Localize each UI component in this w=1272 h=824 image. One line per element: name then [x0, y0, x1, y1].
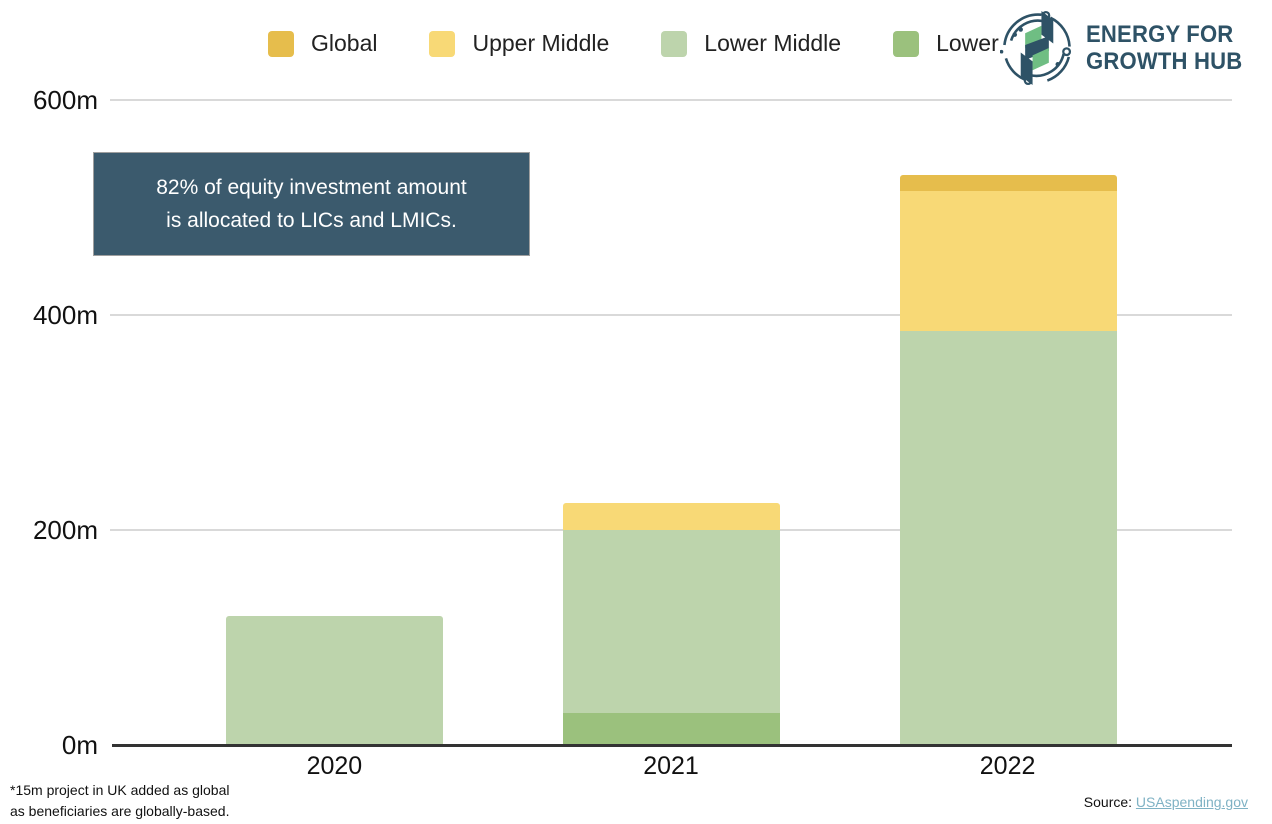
bar-2020	[226, 616, 444, 745]
legend-item-global: Global	[268, 30, 377, 57]
x-tick-label-2020: 2020	[306, 752, 363, 780]
legend-label-global: Global	[311, 30, 378, 56]
y-tick-label-200m: 200m	[32, 515, 98, 545]
footnote-line-1: *15m project in UK added as global	[10, 782, 230, 798]
bar-segment-2021-upper-middle	[563, 503, 780, 530]
x-tick-label-2022: 2022	[979, 752, 1036, 780]
bar-segment-2022-upper-middle	[899, 191, 1117, 332]
bar-segment-2020-lower-middle	[226, 616, 444, 745]
logo-line-2: GROWTH HUB	[1086, 48, 1243, 75]
plot-area	[110, 99, 1232, 745]
y-tick-label-0m: 0m	[61, 730, 98, 760]
footnote-line-2: as beneficiaries are globally-based.	[10, 803, 230, 819]
logo-mark-icon	[1000, 11, 1072, 85]
source-link[interactable]: USAspending.gov	[1135, 794, 1248, 810]
legend: Global Upper Middle Lower Middle Lower	[268, 30, 999, 57]
callout-line-2: is allocated to LICs and LMICs.	[166, 209, 457, 232]
bar-segment-2022-global	[899, 175, 1117, 192]
logo-wordmark: ENERGY FOR GROWTH HUB	[1086, 21, 1242, 75]
source-attribution: Source: USAspending.gov	[1084, 794, 1248, 810]
legend-swatch-lower-middle	[661, 30, 688, 57]
legend-label-lower-middle: Lower Middle	[704, 30, 842, 56]
logo-line-1: ENERGY FOR	[1086, 21, 1234, 48]
bar-2021	[563, 503, 780, 745]
y-tick-label-400m: 400m	[32, 300, 98, 330]
bar-segment-2021-lower-middle	[563, 530, 780, 713]
x-axis-line	[112, 744, 1232, 747]
footnote: *15m project in UK added as global as be…	[10, 780, 229, 822]
legend-item-lower-middle: Lower Middle	[661, 30, 841, 57]
gridline-600m	[110, 99, 1232, 101]
bar-2022	[899, 175, 1117, 745]
callout-line-1: 82% of equity investment amount	[156, 176, 467, 199]
legend-swatch-global	[268, 30, 294, 57]
source-label: Source:	[1083, 794, 1133, 810]
legend-label-upper-middle: Upper Middle	[472, 30, 610, 56]
x-tick-label-2021: 2021	[643, 752, 699, 780]
energy-for-growth-hub-logo: ENERGY FOR GROWTH HUB	[1000, 11, 1256, 85]
bar-segment-2022-lower-middle	[899, 331, 1117, 745]
legend-item-lower: Lower	[893, 30, 999, 57]
legend-swatch-lower	[893, 30, 920, 57]
y-tick-label-600m: 600m	[32, 85, 98, 115]
gridline-400m	[110, 314, 1232, 316]
legend-swatch-upper-middle	[429, 30, 456, 57]
bar-segment-2021-lower	[563, 712, 780, 745]
callout-box: 82% of equity investment amount is alloc…	[93, 152, 530, 256]
legend-label-lower: Lower	[936, 30, 999, 56]
legend-item-upper-middle: Upper Middle	[429, 30, 609, 57]
